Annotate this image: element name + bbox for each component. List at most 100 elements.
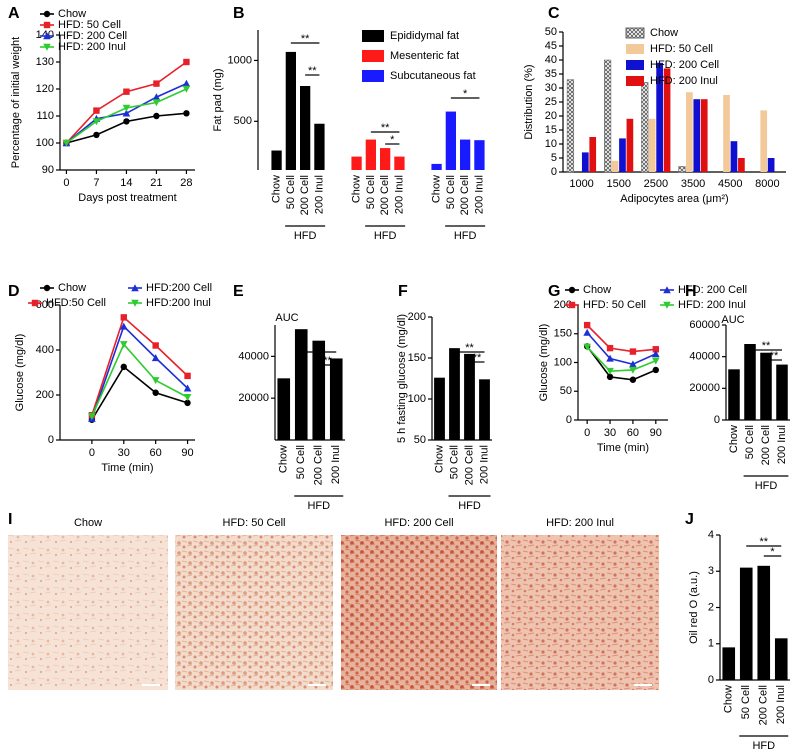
x-tick-label: Chow [430, 175, 442, 203]
group-label: HFD [458, 500, 481, 512]
bar [314, 123, 325, 170]
x-tick-label: 50 Cell [744, 425, 756, 459]
marker [43, 43, 51, 51]
panel-letter: J [685, 511, 694, 528]
bar [589, 137, 597, 172]
bar [700, 99, 708, 172]
marker [92, 118, 101, 126]
legend-label: HFD: 200 Inul [650, 75, 718, 87]
bar [351, 156, 362, 170]
legend-swatch [362, 30, 384, 42]
y-axis-label: Fat pad (mg) [212, 69, 224, 132]
significance-label: ** [465, 342, 474, 354]
marker [43, 10, 51, 18]
legend-swatch [362, 70, 384, 82]
marker [182, 85, 191, 93]
marker [152, 342, 159, 349]
marker [88, 413, 96, 421]
significance-label: * [390, 134, 395, 146]
marker [152, 389, 159, 396]
legend-swatch [626, 60, 644, 70]
significance-label: * [770, 546, 775, 558]
x-tick-label: Chow [723, 685, 735, 713]
panel-letter: B [233, 5, 245, 22]
bar [566, 79, 575, 173]
scale-bar [472, 684, 490, 686]
y-tick-label: 5 [551, 152, 557, 164]
bar [767, 158, 775, 172]
marker [606, 367, 614, 375]
marker [183, 58, 190, 66]
y-tick-label: 90 [42, 164, 54, 176]
group-label: HFD [752, 740, 775, 752]
marker [43, 32, 51, 40]
marker [629, 348, 637, 355]
x-tick-label: 200 Inul [330, 445, 342, 484]
bar [604, 59, 612, 173]
legend-label: HFD: 200 Cell [58, 30, 127, 42]
marker [629, 376, 637, 383]
marker [131, 299, 139, 307]
legend-label: HFD: 50 Cell [583, 299, 646, 311]
marker [151, 377, 160, 385]
x-tick-label: 200 Inul [775, 685, 787, 724]
bar [464, 353, 475, 440]
y-axis-label: Glucose (mg/dl) [538, 324, 550, 402]
panel-letter: I [8, 511, 12, 528]
significance-label: ** [323, 355, 332, 367]
legend-label: Chow [58, 282, 86, 294]
panel-letter: D [8, 283, 20, 300]
x-tick-label: 200 Cell [758, 685, 770, 725]
x-tick-label: 8000 [755, 178, 779, 190]
x-axis-label: Time (min) [101, 462, 153, 474]
y-tick-label: 1000 [228, 54, 252, 66]
bar [656, 62, 663, 172]
y-tick-label: 200 [408, 311, 426, 323]
legend-label: HFD: 50 Cell [58, 19, 121, 31]
x-tick-label: 200 Inul [393, 175, 405, 214]
bar [445, 111, 456, 170]
x-tick-label: 0 [63, 177, 69, 189]
series-line [586, 346, 657, 372]
x-tick-label: 3500 [681, 178, 705, 190]
bar [760, 110, 768, 172]
y-tick-label: 20 [545, 110, 557, 122]
marker [123, 118, 130, 125]
x-axis-label: Adipocytes area (μm²) [620, 193, 728, 205]
x-tick-label: 7 [93, 177, 99, 189]
legend-swatch [362, 50, 384, 62]
y-tick-label: 150 [408, 352, 426, 364]
x-tick-label: 200 Cell [459, 175, 471, 215]
y-tick-label: 1 [708, 638, 714, 650]
legend-swatch [626, 76, 644, 86]
image-label: HFD: 200 Cell [384, 517, 453, 529]
micrograph [501, 535, 659, 690]
y-tick-label: 20000 [689, 382, 720, 394]
group-label: HFD [307, 500, 330, 512]
x-tick-label: 28 [180, 177, 192, 189]
y-tick-label: 200 [36, 389, 54, 401]
legend-label: Mesenteric fat [390, 50, 459, 62]
legend-label: HFD:200 Cell [146, 282, 212, 294]
chart-title: AUC [721, 314, 744, 326]
marker [43, 284, 51, 292]
x-tick-label: 200 Cell [760, 425, 772, 465]
x-tick-label: 14 [120, 177, 132, 189]
bar [760, 352, 772, 420]
bar [728, 369, 740, 420]
y-tick-label: 130 [36, 56, 54, 68]
x-tick-label: 60 [627, 427, 639, 439]
y-tick-label: 40000 [689, 351, 720, 363]
panel-letter: F [398, 283, 408, 300]
series-line [586, 324, 656, 353]
legend-label: HFD: 200 Inul [58, 41, 126, 53]
panel-letter: C [548, 5, 560, 22]
marker [62, 139, 71, 147]
legend-swatch [626, 44, 644, 54]
x-tick-label: 1500 [607, 178, 631, 190]
bar [434, 377, 445, 440]
marker [122, 109, 131, 117]
group-label: HFD [755, 480, 778, 492]
y-tick-label: 0 [714, 414, 720, 426]
bar [641, 82, 649, 173]
